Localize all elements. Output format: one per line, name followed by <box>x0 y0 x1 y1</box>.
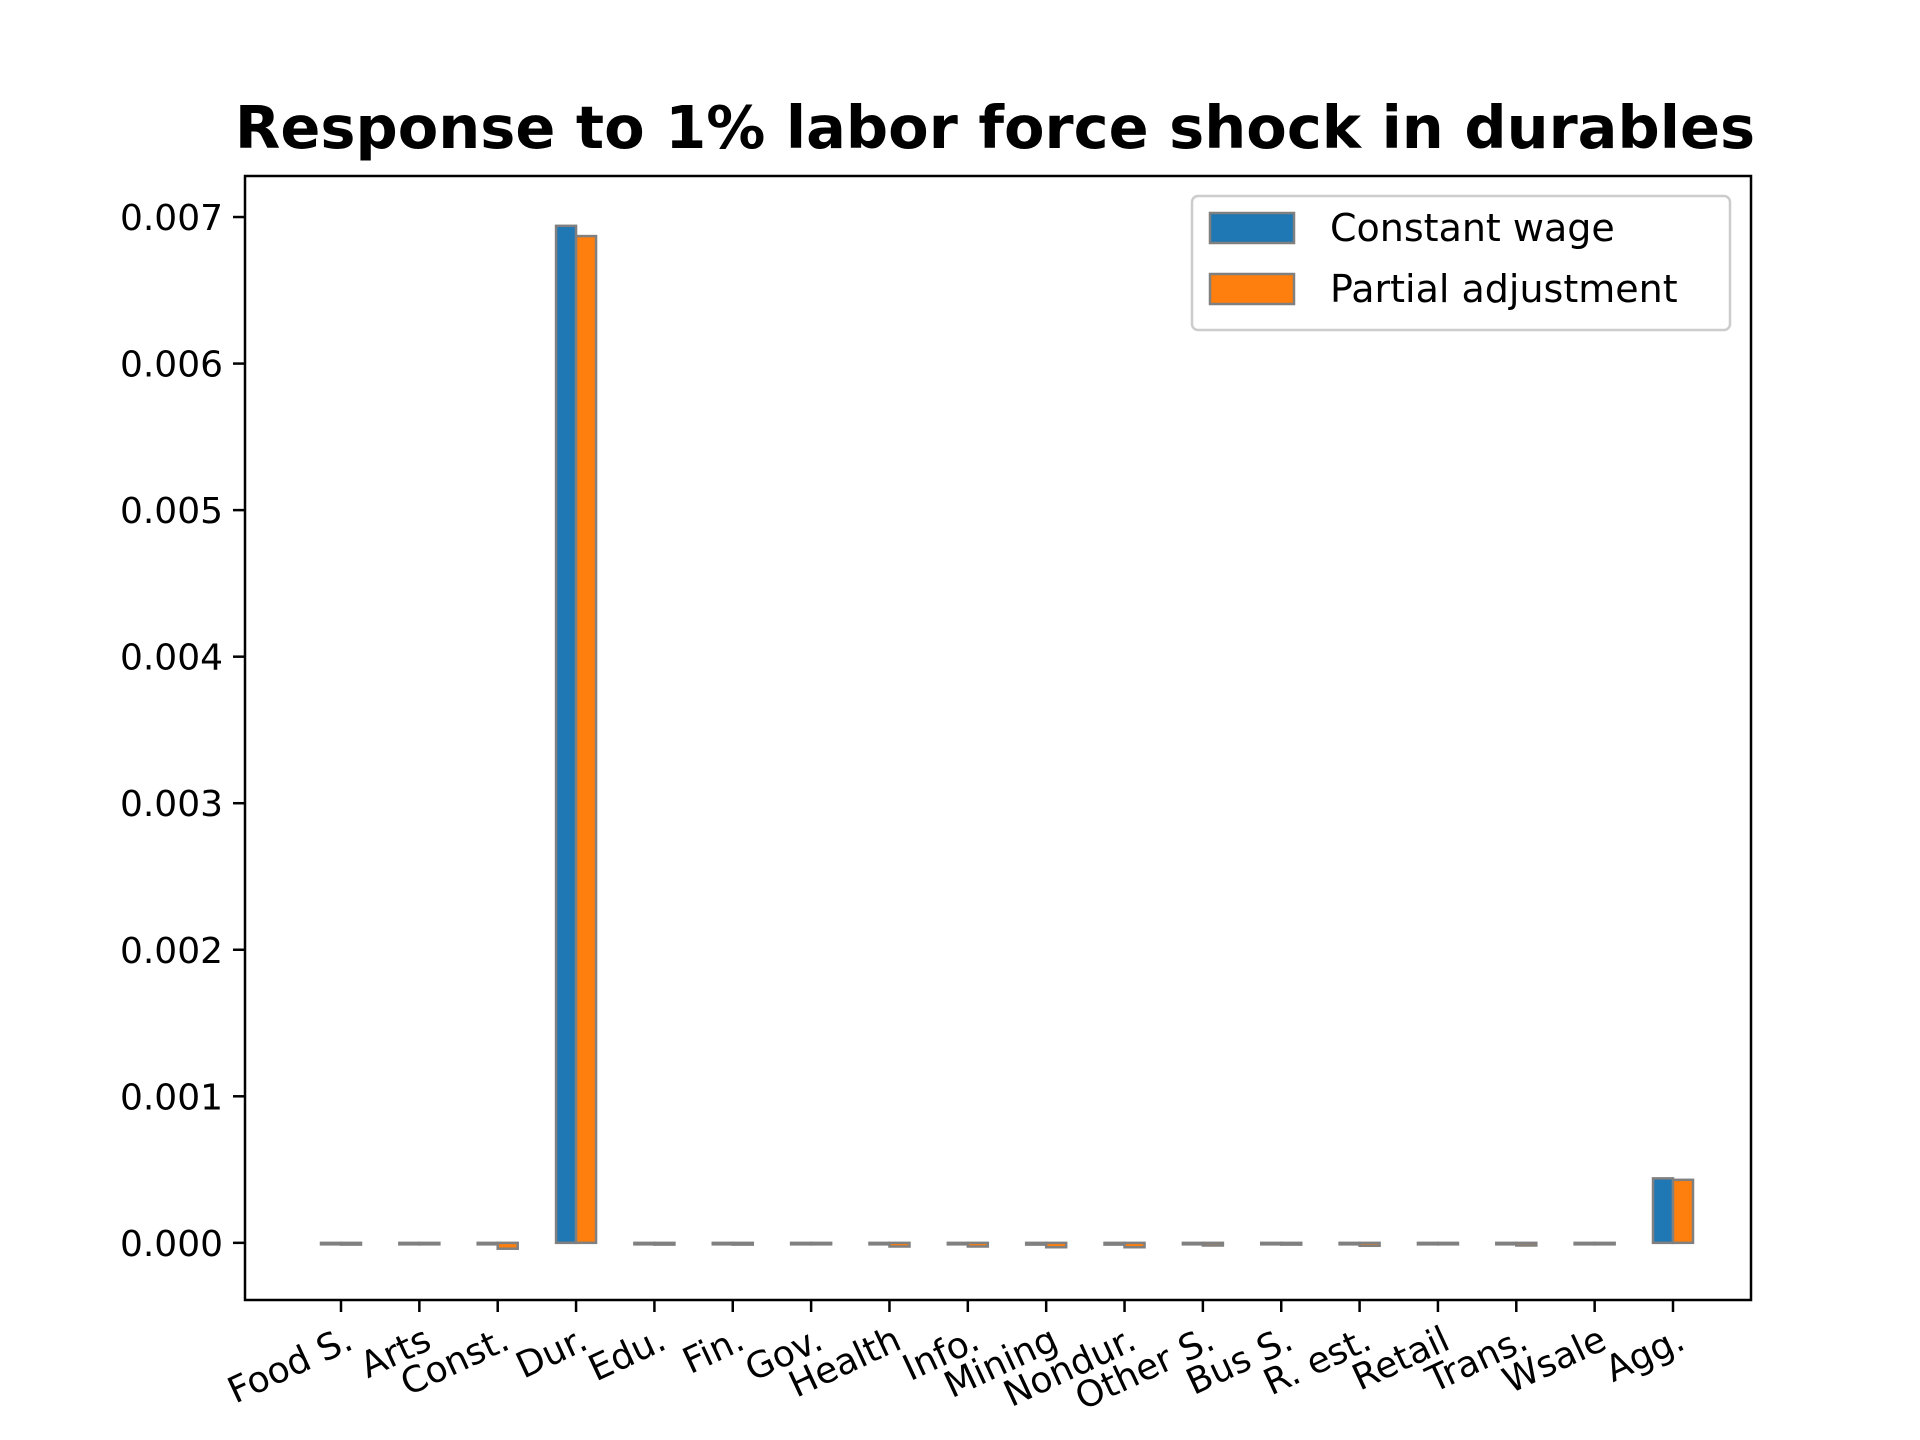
bar-constant-wage-5 <box>711 1241 735 1246</box>
bar-partial-adjustment-12 <box>1279 1241 1303 1246</box>
bar-constant-wage-0 <box>319 1241 343 1246</box>
legend-label-partial-adjustment: Partial adjustment <box>1330 267 1678 311</box>
bar-constant-wage-16 <box>1573 1241 1596 1246</box>
legend-swatch-partial-adjustment <box>1208 272 1296 306</box>
y-tick-label: 0.000 <box>120 1224 223 1265</box>
y-tick-label: 0.006 <box>120 345 223 386</box>
x-tick-label: Dur. <box>510 1319 594 1387</box>
bar-constant-wage-9 <box>1024 1241 1048 1246</box>
bar-partial-adjustment-17 <box>1671 1178 1695 1245</box>
y-tick-label: 0.001 <box>120 1077 223 1118</box>
x-tick-label: Fin. <box>677 1319 751 1383</box>
bar-constant-wage-13 <box>1338 1241 1361 1246</box>
bar-constant-wage-4 <box>633 1241 656 1246</box>
y-axis: 0.000 0.001 0.002 0.003 0.004 0.005 0.006 0.007 <box>120 198 245 1265</box>
y-tick-label: 0.007 <box>120 198 223 239</box>
bar-constant-wage-10 <box>1103 1241 1126 1246</box>
y-tick-label: 0.004 <box>120 638 223 679</box>
x-tick-label: Edu. <box>583 1319 673 1390</box>
bar-partial-adjustment-15 <box>1515 1241 1538 1247</box>
legend-box <box>1190 194 1732 332</box>
bar-partial-adjustment-7 <box>888 1241 911 1248</box>
y-tick-label: 0.002 <box>120 931 223 972</box>
bar-constant-wage-14 <box>1416 1241 1440 1246</box>
bar-partial-adjustment-1 <box>418 1241 441 1246</box>
bar-constant-wage-17 <box>1651 1177 1675 1245</box>
bar-constant-wage-15 <box>1495 1241 1518 1246</box>
bar-constant-wage-3 <box>554 224 578 1245</box>
bar-partial-adjustment-2 <box>496 1241 519 1250</box>
bar-partial-adjustment-14 <box>1436 1241 1460 1246</box>
bar-partial-adjustment-3 <box>574 234 598 1245</box>
bar-partial-adjustment-6 <box>809 1241 833 1246</box>
bar-partial-adjustment-8 <box>966 1241 990 1248</box>
bar-partial-adjustment-16 <box>1593 1241 1616 1246</box>
bar-partial-adjustment-0 <box>339 1241 363 1246</box>
bar-partial-adjustment-10 <box>1123 1241 1146 1249</box>
bar-constant-wage-8 <box>946 1241 970 1246</box>
y-tick-label: 0.005 <box>120 491 223 532</box>
legend-swatch-constant-wage <box>1208 211 1296 245</box>
plot-frame <box>243 174 1753 1302</box>
bar-constant-wage-1 <box>398 1241 421 1246</box>
bar-partial-adjustment-11 <box>1201 1241 1225 1247</box>
bar-constant-wage-2 <box>476 1241 499 1246</box>
x-tick-label: Food S. <box>222 1319 359 1412</box>
bar-partial-adjustment-9 <box>1044 1241 1068 1249</box>
bar-constant-wage-7 <box>868 1241 891 1246</box>
bar-partial-adjustment-5 <box>731 1241 755 1246</box>
legend: Constant wage Partial adjustment <box>1190 194 1732 332</box>
bar-constant-wage-12 <box>1259 1241 1283 1246</box>
bar-partial-adjustment-4 <box>653 1241 676 1246</box>
y-tick-label: 0.003 <box>120 784 223 825</box>
bar-partial-adjustment-13 <box>1358 1241 1381 1248</box>
chart-title: Response to 1% labor force shock in dura… <box>235 93 1755 162</box>
legend-label-constant-wage: Constant wage <box>1330 206 1615 250</box>
bar-constant-wage-11 <box>1181 1241 1205 1246</box>
x-tick-label: Agg. <box>1599 1319 1690 1391</box>
bar-constant-wage-6 <box>789 1241 813 1246</box>
bars-group <box>319 224 1695 1250</box>
